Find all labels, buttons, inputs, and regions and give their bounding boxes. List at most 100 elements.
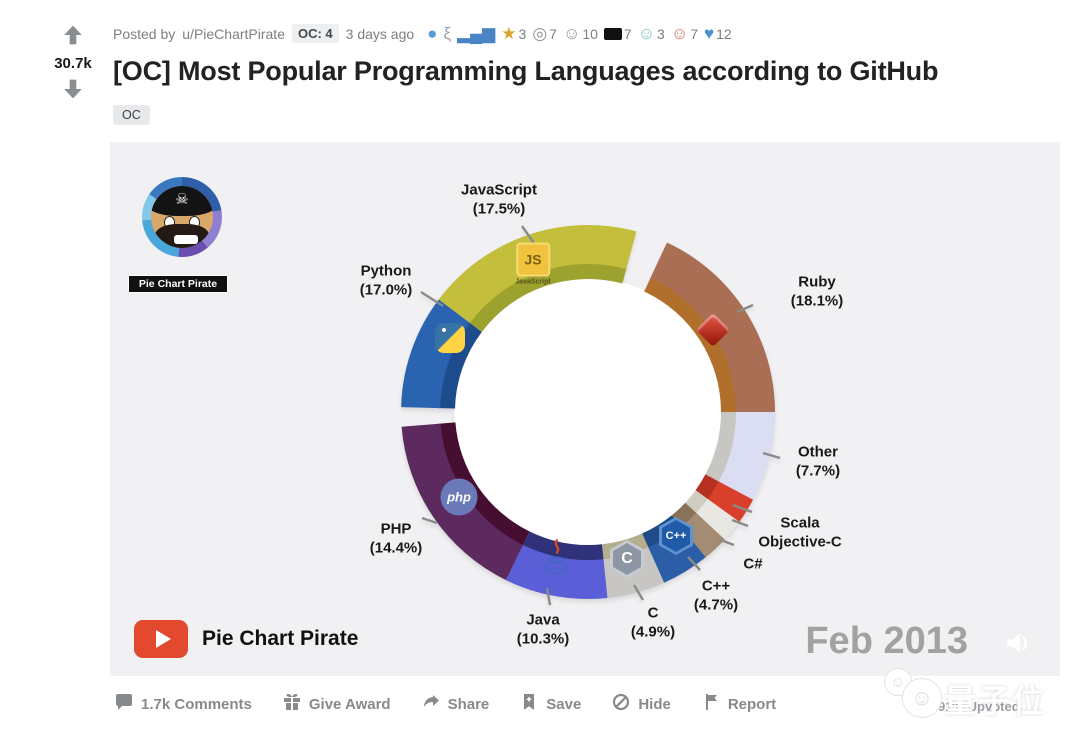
skull-icon: ☠ bbox=[175, 190, 189, 208]
segment-label-objective-c: Objective-C bbox=[758, 533, 842, 551]
segment-label-c-: C++ (4.7%) bbox=[693, 577, 739, 613]
segment-java bbox=[506, 545, 608, 600]
award-smirk-face-icon[interactable]: ☺ 10 bbox=[563, 25, 598, 42]
segment-other bbox=[718, 412, 775, 500]
award-clapping-icon[interactable]: ◎ 7 bbox=[532, 25, 557, 42]
channel-row: Pie Chart Pirate bbox=[134, 620, 358, 658]
segment-label-c: C (4.9%) bbox=[630, 604, 676, 640]
give-award-button[interactable]: Give Award bbox=[280, 688, 393, 720]
upvoted-percentage: 91% Upvoted bbox=[938, 699, 1020, 714]
volume-button[interactable] bbox=[1004, 630, 1034, 659]
award-black-banner-icon[interactable]: 7 bbox=[603, 26, 632, 42]
action-bar: 1.7k Comments Give Award Share Save Hide Repo… bbox=[112, 688, 778, 720]
segment-label-python: Python (17.0%) bbox=[359, 262, 413, 298]
author-link[interactable]: u/PieChartPirate bbox=[182, 25, 285, 42]
awards-row: ● ξ ▂▄▆ ★ 3 ◎ 7 ☺ 10 7 ☺ 3 ☺ 7 ♥ 12 bbox=[427, 25, 732, 42]
channel-name: Pie Chart Pirate bbox=[202, 627, 359, 650]
segment-label-scala: Scala bbox=[780, 514, 820, 532]
segment-label-php: PHP (14.4%) bbox=[369, 520, 423, 556]
chart-period-label: Feb 2013 bbox=[805, 620, 968, 662]
upvote-button[interactable] bbox=[60, 22, 86, 51]
award-sash-blue-icon[interactable]: ● bbox=[427, 25, 437, 42]
award-count: 7 bbox=[549, 25, 557, 42]
segment-bevel-other bbox=[705, 412, 738, 483]
award-trophy-icon[interactable]: ★ 3 bbox=[501, 25, 526, 42]
award-snoo-face-icon[interactable]: ☺ 7 bbox=[671, 25, 698, 42]
cpp-logo-icon: C++ bbox=[659, 517, 693, 555]
award-glyph: ★ bbox=[501, 24, 517, 43]
vote-column: 30.7k bbox=[45, 22, 101, 105]
avatar-beard bbox=[155, 224, 209, 248]
award-count: 10 bbox=[582, 25, 598, 42]
segment-objective-c bbox=[696, 499, 740, 540]
flag-icon bbox=[701, 692, 721, 716]
segment-bevel-objective-c bbox=[685, 490, 710, 515]
ruby-logo-icon bbox=[696, 313, 730, 347]
action-label: 1.7k Comments bbox=[141, 695, 252, 713]
segment-label-ruby: Ruby (18.1%) bbox=[790, 273, 844, 309]
action-label: Hide bbox=[638, 695, 671, 713]
c-badge-text: C bbox=[613, 543, 641, 575]
award-bar-chart-icon[interactable]: ▂▄▆ bbox=[457, 25, 495, 42]
action-label: Give Award bbox=[308, 695, 391, 713]
donut-hole bbox=[454, 278, 722, 546]
share-icon bbox=[421, 692, 441, 716]
award-count: 3 bbox=[657, 25, 665, 42]
award-count: 12 bbox=[716, 25, 732, 42]
post-time: 3 days ago bbox=[345, 25, 415, 42]
js-badge-text: JS bbox=[515, 242, 550, 277]
js-badge-caption: JavaScript bbox=[515, 278, 551, 286]
leader-line-ruby bbox=[736, 303, 754, 314]
segment-label-c-: C# bbox=[743, 555, 763, 573]
hide-button[interactable]: Hide bbox=[609, 688, 673, 720]
award-count: 7 bbox=[690, 25, 698, 42]
down-arrow-icon bbox=[64, 79, 82, 99]
comment-icon bbox=[114, 692, 134, 716]
downvote-button[interactable] bbox=[60, 76, 86, 105]
php-badge-text: php bbox=[440, 478, 478, 516]
action-label: Report bbox=[727, 695, 777, 713]
report-button[interactable]: Report bbox=[699, 688, 778, 720]
c-logo-icon: C bbox=[610, 540, 644, 578]
award-glyph: ☺ bbox=[637, 24, 656, 43]
avatar-face: ☠ bbox=[151, 186, 213, 248]
award-wholesome-snoo-icon[interactable]: ♥ 12 bbox=[704, 25, 732, 42]
segment-c- bbox=[681, 512, 725, 558]
segment-bevel-php bbox=[438, 422, 530, 547]
hide-icon bbox=[611, 692, 631, 716]
javascript-logo-icon: JS JavaScript bbox=[515, 242, 551, 286]
action-label: Share bbox=[447, 695, 490, 713]
up-arrow-icon bbox=[64, 25, 82, 45]
video-player[interactable]: JavaScript (17.5%) Ruby (18.1%) Other (7.7%) S… bbox=[110, 142, 1060, 676]
award-glyph: ☺ bbox=[562, 24, 581, 43]
award-angel-snoo-icon[interactable]: ☺ 3 bbox=[638, 25, 665, 42]
leader-line-c- bbox=[717, 537, 735, 547]
comments-button[interactable]: 1.7k Comments bbox=[112, 688, 254, 720]
award-glyph bbox=[603, 27, 622, 40]
post-flair-badge[interactable]: OC bbox=[113, 105, 150, 125]
award-glyph: ξ bbox=[443, 24, 452, 43]
award-doodle-icon[interactable]: ξ bbox=[443, 25, 451, 42]
cpp-badge-text: C++ bbox=[662, 520, 690, 552]
segment-label-java: Java (10.3%) bbox=[516, 611, 570, 647]
share-button[interactable]: Share bbox=[419, 688, 492, 720]
segment-bevel-scala bbox=[695, 474, 721, 501]
bookmark-icon bbox=[519, 692, 539, 716]
leader-line-php bbox=[421, 516, 438, 525]
oc-count-badge: OC: 4 bbox=[291, 24, 339, 43]
php-logo-icon: php bbox=[440, 478, 478, 516]
save-button[interactable]: Save bbox=[517, 688, 583, 720]
award-glyph: ● bbox=[427, 24, 438, 43]
award-glyph: ◎ bbox=[532, 24, 548, 43]
leader-line-objective-c bbox=[731, 518, 749, 528]
segment-bevel-python bbox=[438, 321, 482, 409]
award-count: 3 bbox=[518, 25, 527, 42]
award-glyph: ♥ bbox=[704, 24, 715, 43]
post-header: Posted by u/PieChartPirate OC: 4 3 days … bbox=[113, 24, 732, 43]
python-logo-icon bbox=[435, 323, 465, 353]
award-glyph: ▂▄▆ bbox=[457, 24, 496, 43]
action-label: Save bbox=[546, 695, 582, 713]
leader-line-java bbox=[545, 587, 552, 606]
segment-label-other: Other (7.7%) bbox=[795, 443, 841, 479]
